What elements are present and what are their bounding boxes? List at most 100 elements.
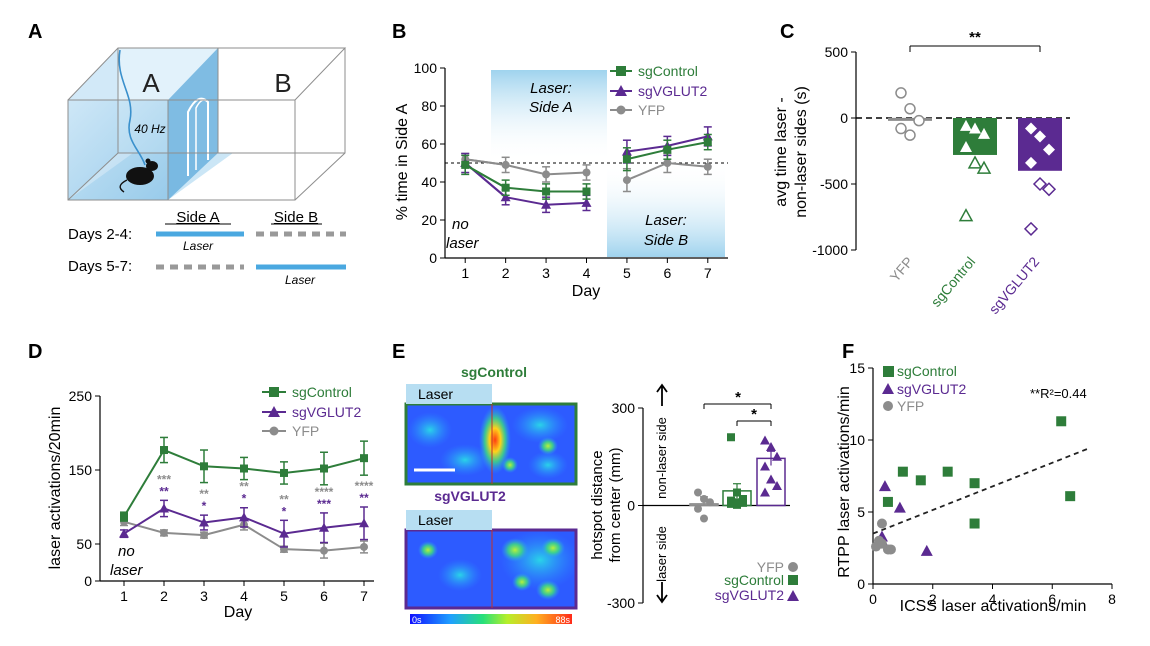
e-point-sgVGLUT2 (760, 487, 770, 497)
d-sig-yfp: ** (279, 492, 289, 506)
b-xtick-label: 2 (502, 265, 510, 281)
box2-line1: Laser: (645, 212, 687, 229)
f-point-sgControl (1065, 491, 1076, 502)
f-xtick-label: 2 (929, 591, 937, 607)
e-point-YFP (700, 495, 708, 503)
e-point-sgVGLUT2 (766, 442, 776, 451)
e-point-sgVGLUT2 (772, 451, 782, 461)
b-point-sgControl (663, 145, 672, 154)
b-point-YFP (542, 170, 551, 179)
c-xlabel-sgvglut2: sgVGLUT2 (986, 253, 1043, 316)
c-point-sgControl (967, 155, 983, 169)
side-a-header: Side A (176, 209, 219, 226)
b-point-sgVGLUT2 (541, 199, 552, 209)
c-point-sgVGLUT2 (1034, 130, 1046, 143)
e-legend-yfp: YFP (757, 559, 784, 575)
b-point-sgControl (703, 138, 712, 147)
b-xtick-label: 1 (461, 265, 469, 281)
optic-fiber (118, 49, 146, 166)
f-point-sgControl (969, 478, 980, 489)
b-legend-sgcontrol: sgControl (638, 63, 698, 79)
b-ytick-label: 0 (429, 250, 437, 266)
f-point-sgVGLUT2 (878, 480, 891, 492)
b-line-sgVGLUT2 (464, 162, 587, 206)
c-ylabel-1: avg time laser - (773, 97, 790, 206)
e-point-sgControl (727, 499, 735, 508)
e-point-sgControl (733, 500, 741, 509)
d-sig-yfp: **** (355, 479, 374, 493)
f-point-sgControl (1056, 416, 1067, 427)
c-xlabel-sgcontrol: sgControl (928, 254, 979, 310)
f-legend-sgcontrol: sgControl (897, 363, 957, 379)
c-point-YFP (913, 114, 925, 127)
c-sig: ** (969, 29, 981, 46)
d-legend-yfp: YFP (292, 423, 319, 439)
panel-label-b: B (392, 21, 406, 43)
side-b-header: Side B (274, 209, 318, 226)
e-ytick-label: 300 (612, 400, 636, 416)
d-point-sgControl (240, 464, 248, 473)
d-xtick-label: 5 (280, 588, 288, 604)
e-ytick-label: -300 (607, 595, 635, 611)
e-point-sgControl (727, 433, 735, 442)
d-point-sgVGLUT2 (359, 518, 369, 528)
b-point-sgControl (582, 187, 591, 196)
f-point-sgControl (915, 475, 926, 486)
d-point-sgControl (320, 464, 328, 473)
d-ytick-label: 50 (76, 536, 92, 552)
d-sig-vglut: *** (317, 497, 331, 511)
b-ytick-label: 40 (421, 174, 437, 190)
f-ylabel: RTPP laser activations/min (836, 386, 853, 577)
c-ytick-label: 500 (825, 44, 849, 60)
panel-label-a: A (28, 21, 42, 43)
e-point-sgControl (739, 498, 747, 507)
b-legend-sgvglut2: sgVGLUT2 (638, 83, 707, 99)
heatmap-sgvglut2: Laser (404, 510, 580, 610)
b-line-YFP (465, 158, 587, 176)
c-point-sgVGLUT2 (1023, 221, 1039, 236)
d-ytick-label: 0 (84, 573, 92, 589)
d-legend-sgvglut2: sgVGLUT2 (292, 404, 361, 420)
d-sig-yfp: ** (239, 480, 249, 494)
b-point-YFP (703, 162, 712, 171)
e-point-YFP (694, 504, 702, 513)
f-point-sgControl (969, 518, 980, 529)
d-point-sgControl (360, 454, 368, 463)
frequency-label: 40 Hz (134, 122, 165, 136)
c-point-sgControl (958, 208, 974, 222)
no-laser-b-2: laser (446, 235, 480, 252)
b-ytick-label: 100 (414, 60, 438, 76)
e-title-sgcontrol: sgControl (461, 364, 527, 380)
arrow-up-icon (656, 383, 668, 406)
d-point-sgVGLUT2 (239, 512, 249, 522)
no-laser-b-1: no (452, 216, 469, 233)
e-legend-sgcontrol: sgControl (724, 572, 784, 588)
d-ytick-label: 150 (69, 462, 93, 478)
e-point-sgVGLUT2 (766, 474, 776, 484)
e-point-YFP (700, 514, 708, 523)
f-xtick-label: 6 (1048, 591, 1056, 607)
e-laser-tag-2 (406, 510, 492, 530)
e-laser-label-2: Laser (418, 512, 453, 528)
f-xtick-label: 0 (869, 591, 877, 607)
no-laser-d-1: no (118, 543, 135, 560)
b-point-sgVGLUT2 (581, 197, 592, 207)
e-point-sgVGLUT2 (760, 435, 770, 445)
e-sig-2: * (751, 406, 757, 423)
d-xtick-label: 2 (160, 588, 168, 604)
c-ytick-label: -500 (820, 176, 848, 192)
cbar-max: 88s (555, 615, 570, 625)
d-sig-vglut: * (282, 504, 287, 518)
e-legend: YFP sgControl sgVGLUT2 (715, 559, 799, 603)
b-xtick-label: 7 (704, 265, 712, 281)
box1-line1: Laser: (530, 80, 572, 97)
c-point-sgControl (976, 160, 992, 174)
b-point-sgControl (622, 155, 631, 164)
e-ylabel-2: from center (mm) (607, 447, 624, 562)
f-point-YFP (876, 518, 887, 529)
f-ytick-label: 5 (857, 504, 865, 520)
b-ytick-label: 80 (421, 98, 437, 114)
b-point-YFP (501, 160, 510, 169)
b-point-YFP (663, 159, 672, 167)
d-sig-yfp: ** (199, 487, 209, 501)
